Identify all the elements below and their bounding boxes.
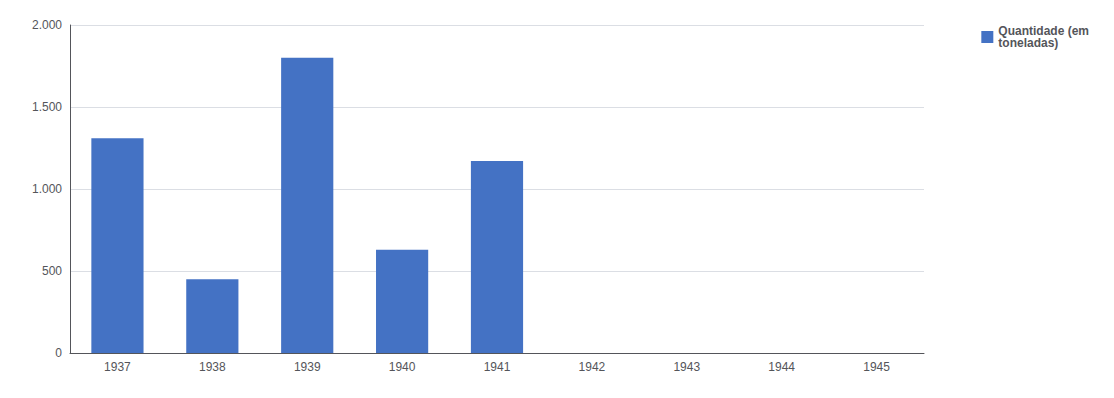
svg-text:0: 0	[55, 346, 62, 360]
svg-text:1937: 1937	[104, 360, 131, 374]
svg-text:1.500: 1.500	[32, 100, 62, 114]
svg-text:1939: 1939	[294, 360, 321, 374]
svg-text:1943: 1943	[673, 360, 700, 374]
svg-text:1944: 1944	[768, 360, 795, 374]
svg-text:1940: 1940	[389, 360, 416, 374]
svg-text:1942: 1942	[579, 360, 606, 374]
svg-text:toneladas): toneladas)	[998, 36, 1058, 50]
svg-text:2.000: 2.000	[32, 18, 62, 32]
svg-text:1938: 1938	[199, 360, 226, 374]
svg-text:1941: 1941	[484, 360, 511, 374]
svg-text:1.000: 1.000	[32, 182, 62, 196]
svg-text:1945: 1945	[863, 360, 890, 374]
svg-text:500: 500	[42, 264, 62, 278]
svg-text:Quantidade (em: Quantidade (em	[998, 24, 1089, 38]
